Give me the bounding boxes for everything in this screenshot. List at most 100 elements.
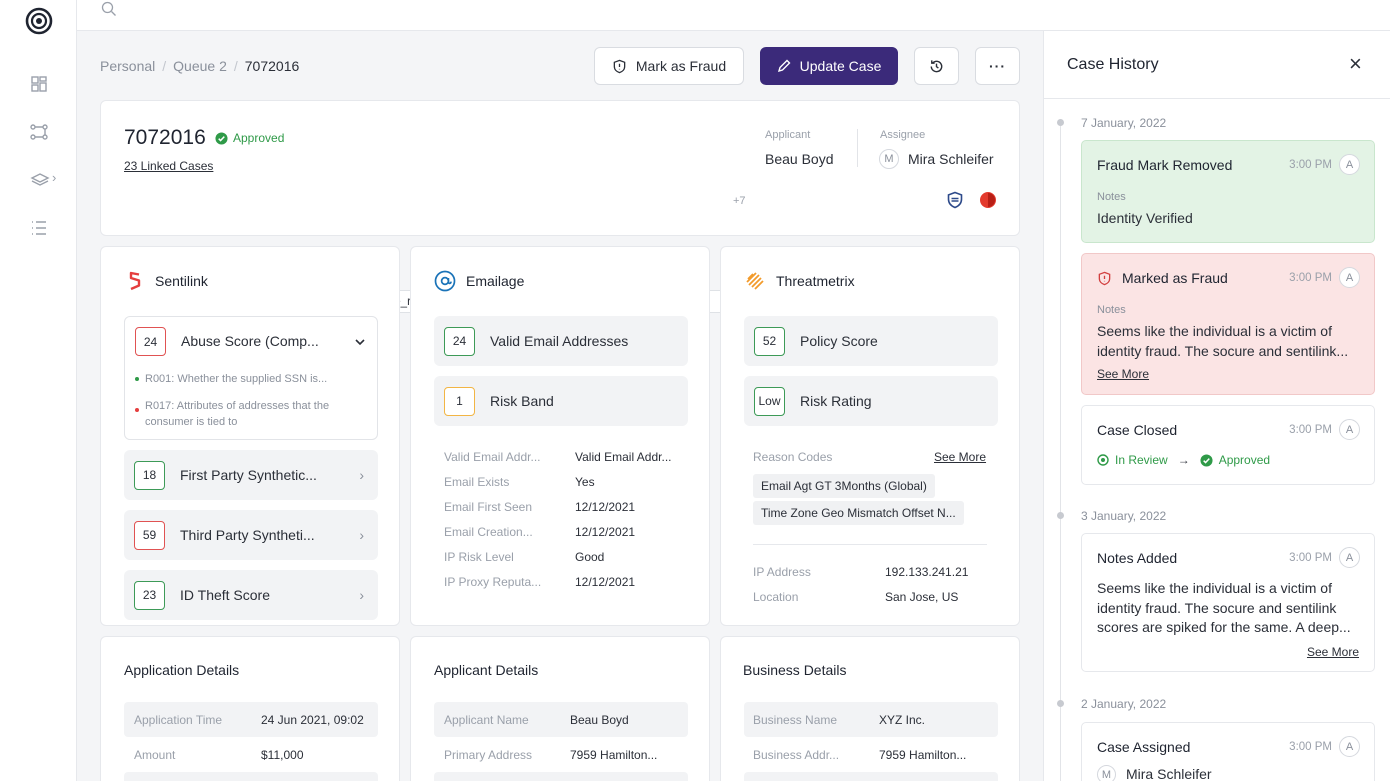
detail-key: IP Risk Level [444,550,514,564]
score-row[interactable]: 18 First Party Synthetic... › [124,450,378,500]
dashboard-icon[interactable] [29,74,49,94]
linked-cases-link[interactable]: 23 Linked Cases [124,159,214,173]
avatar: A [1339,547,1360,568]
reason-text: R001: Whether the supplied SSN is... [145,373,328,385]
chevron-down-icon[interactable] [354,336,366,348]
event-title: Notes Added [1097,550,1178,566]
detail-value: Valid Email Addr... [575,450,672,464]
reason-item: R017: Attributes of addresses that the c… [135,399,367,430]
detail-row [434,772,688,781]
score-box: 23 [134,580,165,610]
event-title: Case Closed [1097,422,1178,438]
event-case-assigned[interactable]: Case Assigned 3:00 PM A M Mira Schleifer [1081,722,1375,781]
case-history-panel: Case History × 7 January, 2022 Fraud Mar… [1043,31,1390,781]
update-case-button[interactable]: Update Case [760,47,898,85]
more-tags[interactable]: +7 [733,195,746,207]
event-title: Case Assigned [1097,739,1191,755]
score-row[interactable]: 52 Policy Score [744,316,998,366]
detail-row [744,702,998,737]
score-box: 52 [754,326,785,356]
mark-fraud-button[interactable]: Mark as Fraud [594,47,744,85]
event-fraud-removed[interactable]: Fraud Mark Removed 3:00 PM A Notes Ident… [1081,140,1375,243]
history-button[interactable] [914,47,959,85]
case-history-title: Case History [1067,56,1159,73]
abuse-label: Abuse Score (Comp... [181,333,319,349]
sentilink-shield-icon [947,191,963,209]
logo-icon[interactable] [25,7,53,35]
see-more-link[interactable]: See More [1306,645,1359,659]
assigned-avatar: M [1097,765,1116,781]
event-title: Marked as Fraud [1122,270,1228,286]
detail-value: 192.133.241.21 [885,565,969,579]
detail-value: 12/12/2021 [575,500,636,514]
notes-text: Seems like the individual is a victim of… [1097,323,1349,359]
timeline-dot [1057,119,1064,126]
score-label: Valid Email Addresses [490,333,629,349]
score-label: First Party Synthetic... [180,467,317,483]
applicant-label: Applicant [765,129,811,141]
reason-dot [135,408,139,412]
sentilink-header: Sentilink [125,271,208,291]
score-label: Risk Band [490,393,554,409]
reason-codes-label: Reason Codes [753,450,833,464]
event-case-closed[interactable]: Case Closed 3:00 PM A In Review → Approv… [1081,405,1375,485]
event-time: 3:00 PM [1289,272,1332,284]
threatmetrix-title: Threatmetrix [776,273,855,289]
see-more-link[interactable]: See More [934,450,987,464]
date-label: 2 January, 2022 [1081,697,1167,711]
score-row[interactable]: 59 Third Party Syntheti... › [124,510,378,560]
breadcrumb-queue[interactable]: Queue 2 [173,58,227,74]
search-icon[interactable] [101,1,117,17]
in-review-icon [1097,454,1109,466]
abuse-score: 24 [135,327,166,356]
assignee-label: Assignee [880,129,926,141]
score-label: Third Party Syntheti... [180,527,315,543]
business-title: Business Details [743,662,847,678]
application-details-card: Application Details Application Time 24 … [100,636,400,781]
case-summary-card: 7072016 Approved 23 Linked Cases sentili… [100,100,1020,313]
timeline-line [1060,126,1061,781]
score-box: 24 [444,326,475,356]
see-more-link[interactable]: See More [1097,367,1150,381]
detail-key: Location [753,590,799,604]
score-label: ID Theft Score [180,587,271,603]
score-row[interactable]: 23 ID Theft Score › [124,570,378,620]
layers-icon[interactable] [30,169,50,189]
shield-alert-icon [613,59,626,73]
close-icon[interactable]: × [1349,51,1362,76]
event-time: 3:00 PM [1289,159,1332,171]
applicant-name: Beau Boyd [765,151,834,167]
threatmetrix-card: Threatmetrix 52 Policy Score Low Risk Rati… [720,246,1020,626]
detail-value: Yes [575,475,595,489]
at-sign-icon [434,270,456,292]
event-marked-fraud[interactable]: Marked as Fraud 3:00 PM A Notes Seems li… [1081,253,1375,395]
detail-key: Applicant Name [444,713,529,727]
chevron-right-icon[interactable]: › [52,170,57,185]
score-row[interactable]: 24 Valid Email Addresses [434,316,688,366]
detail-row [124,772,378,781]
applicant-details-title: Applicant Details [434,662,539,678]
check-circle-icon [215,131,228,145]
abuse-score-panel[interactable]: 24 Abuse Score (Comp... R001: Whether th… [124,316,378,440]
notes-label: Notes [1097,304,1126,316]
score-row[interactable]: 1 Risk Band [434,376,688,426]
breadcrumb-personal[interactable]: Personal [100,58,156,74]
update-case-label: Update Case [799,58,882,74]
detail-value: 12/12/2021 [575,575,636,589]
from-status: In Review [1115,453,1168,467]
detail-value: $11,000 [261,748,304,762]
detail-key: Email First Seen [444,500,533,514]
score-box: Low [754,386,785,416]
event-notes-added[interactable]: Notes Added 3:00 PM A Seems like the ind… [1081,533,1375,672]
more-actions-button[interactable]: ··· [975,47,1020,85]
score-row[interactable]: Low Risk Rating [744,376,998,426]
reason-text: R017: Attributes of addresses that the c… [145,400,330,428]
emailage-card: Emailage 24 Valid Email Addresses 1 Risk B… [410,246,710,626]
threatmetrix-header: Threatmetrix [744,270,855,292]
detail-value: Beau Boyd [570,713,629,727]
list-icon[interactable] [29,218,49,238]
assigned-name: Mira Schleifer [1126,766,1212,781]
workflow-icon[interactable] [29,122,49,142]
emailage-title: Emailage [466,273,525,289]
detail-key: IP Address [753,565,811,579]
